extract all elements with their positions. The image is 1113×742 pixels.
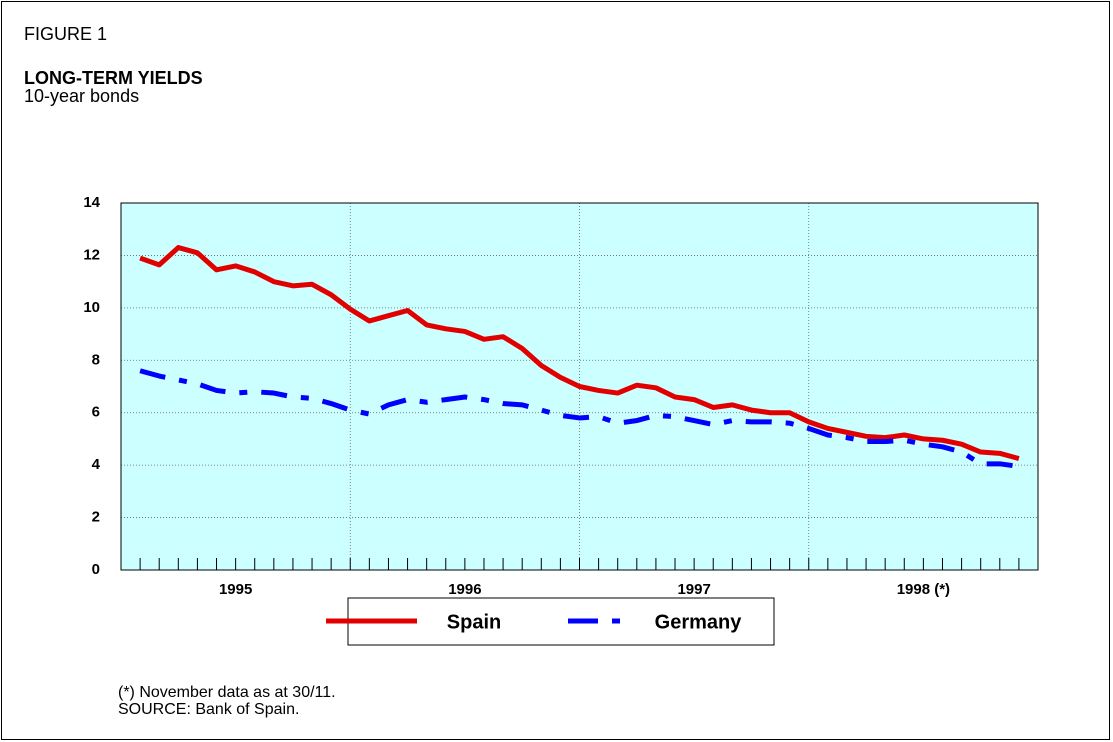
y-tick-label: 8 <box>92 351 100 368</box>
y-tick-label: 2 <box>92 509 100 526</box>
chart-subtitle: 10-year bonds <box>24 86 139 106</box>
y-tick-label: 12 <box>83 246 100 263</box>
y-tick-label: 0 <box>92 561 100 578</box>
y-tick-label: 10 <box>83 299 100 316</box>
x-tick-label: 1996 <box>448 581 481 598</box>
x-tick-label: 1998 (*) <box>897 581 950 598</box>
footnote: (*) November data as at 30/11. <box>118 684 336 701</box>
figure-label: FIGURE 1 <box>24 24 107 44</box>
y-tick-label: 6 <box>92 404 100 421</box>
plot-border <box>120 202 1039 571</box>
series-line <box>139 245 1020 462</box>
legend-label: Germany <box>655 611 743 633</box>
x-tick-label: 1997 <box>677 581 710 598</box>
legend-label: Spain <box>447 611 501 633</box>
x-tick-label: 1995 <box>219 581 252 598</box>
source-note: SOURCE: Bank of Spain. <box>118 701 299 718</box>
legend-box <box>347 597 775 646</box>
series-line <box>139 368 1020 469</box>
chart-title: LONG-TERM YIELDS <box>24 68 203 88</box>
y-tick-label: 14 <box>83 194 100 211</box>
y-tick-label: 4 <box>92 456 101 473</box>
